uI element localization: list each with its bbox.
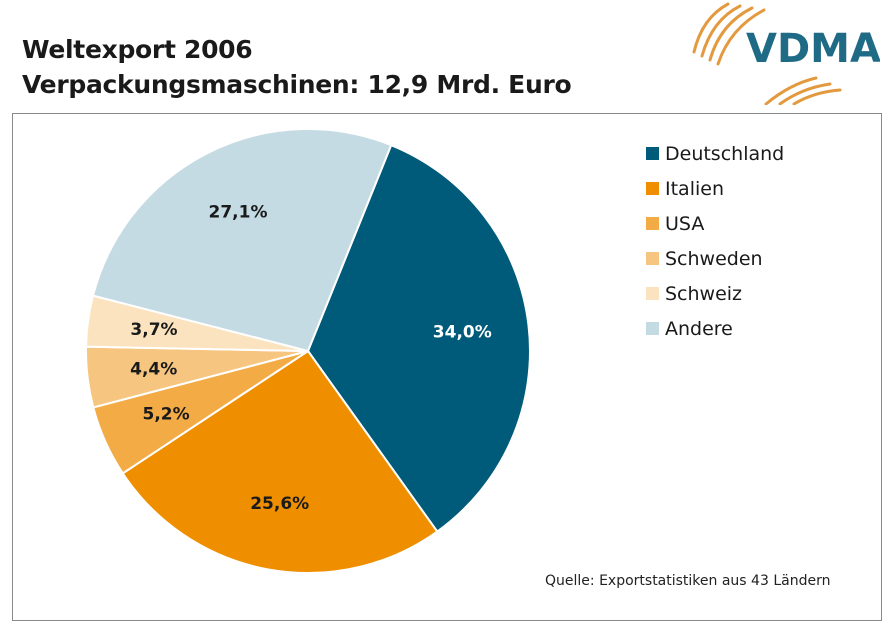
- chart-title: Weltexport 2006: [22, 35, 253, 64]
- vdma-logo-icon: VDMA: [692, 2, 880, 105]
- chart-title-block: Weltexport 2006 Verpackungsmaschinen: 12…: [22, 32, 572, 102]
- legend-item-deutschland: Deutschland: [646, 136, 784, 171]
- legend-label-italien: Italien: [665, 177, 724, 200]
- data-label-deutschland: 34,0%: [433, 323, 492, 343]
- legend-swatch-italien: [646, 182, 659, 195]
- legend-item-schweden: Schweden: [646, 241, 784, 276]
- chart-frame: [12, 113, 882, 621]
- pie-slice-italien: [121, 349, 439, 574]
- legend-label-schweiz: Schweiz: [665, 282, 743, 305]
- legend-swatch-schweiz: [646, 287, 659, 300]
- legend-label-usa: USA: [665, 212, 705, 235]
- legend-label-andere: Andere: [665, 317, 733, 340]
- legend-item-usa: USA: [646, 206, 784, 241]
- source-note: Quelle: Exportstatistiken aus 43 Ländern: [545, 573, 831, 589]
- legend: Deutschland Italien USA Schweden Schweiz Ande…: [646, 136, 784, 346]
- pie-slice-andere: [91, 128, 393, 353]
- data-label-schweden: 4,4%: [130, 359, 177, 379]
- pie-slice-deutschland: [306, 143, 531, 533]
- data-label-andere: 27,1%: [209, 202, 268, 222]
- legend-label-deutschland: Deutschland: [665, 142, 785, 165]
- legend-swatch-schweden: [646, 252, 659, 265]
- legend-swatch-deutschland: [646, 147, 659, 160]
- data-label-italien: 25,6%: [250, 494, 309, 514]
- legend-label-schweden: Schweden: [665, 247, 763, 270]
- legend-swatch-andere: [646, 322, 659, 335]
- legend-item-andere: Andere: [646, 311, 784, 346]
- legend-item-italien: Italien: [646, 171, 784, 206]
- logo-text: VDMA: [746, 26, 880, 72]
- chart-subtitle: Verpackungsmaschinen: 12,9 Mrd. Euro: [22, 70, 572, 99]
- data-label-usa: 5,2%: [143, 404, 190, 424]
- logo-arcs: [692, 2, 842, 105]
- legend-item-schweiz: Schweiz: [646, 276, 784, 311]
- legend-swatch-usa: [646, 217, 659, 230]
- data-label-schweiz: 3,7%: [130, 320, 177, 340]
